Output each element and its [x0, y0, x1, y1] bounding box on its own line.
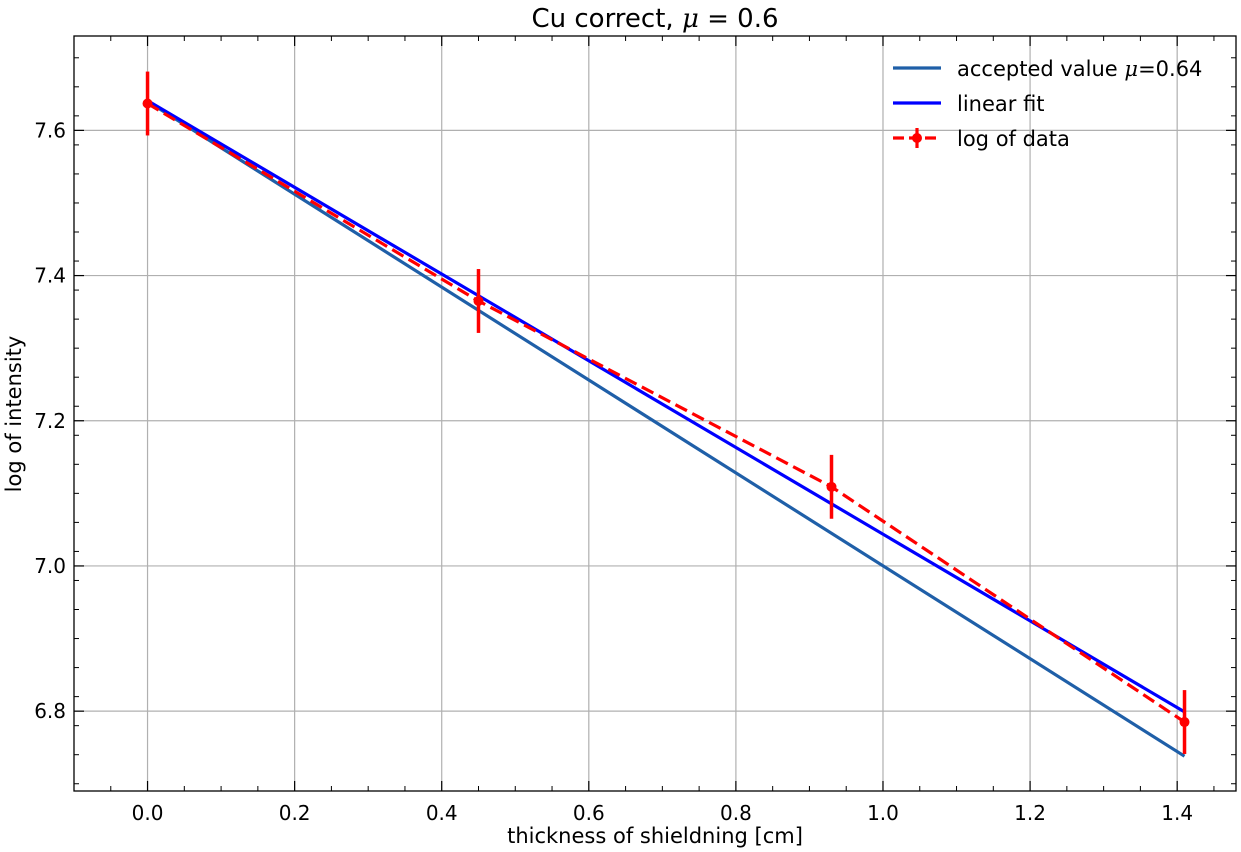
y-tick-label: 7.6	[34, 118, 66, 142]
x-tick-label: 1.0	[867, 801, 899, 825]
chart-title: Cu correct, μ = 0.6	[531, 4, 778, 34]
axis-ticks	[74, 36, 1236, 791]
grid-lines	[74, 36, 1236, 791]
y-tick-label: 7.4	[34, 264, 66, 288]
legend-entry-log-of-data: log of data	[893, 127, 1070, 151]
data-point	[826, 481, 837, 492]
x-tick-label: 0.8	[720, 801, 752, 825]
y-tick-label: 6.8	[34, 699, 66, 723]
title-suffix: = 0.6	[699, 4, 779, 34]
y-axis-label: log of intensity	[2, 336, 26, 493]
legend-entry-linear-fit: linear fit	[893, 92, 1045, 116]
log-of-data-line	[146, 102, 1186, 724]
data-point	[142, 98, 153, 109]
legend-label-accepted-value-number: =0.64	[1138, 57, 1202, 81]
x-axis-label: thickness of shieldning [cm]	[507, 824, 803, 848]
legend-label-accepted-value-text: accepted value	[957, 57, 1124, 81]
series-layer	[142, 71, 1190, 758]
data-point	[1179, 717, 1190, 728]
y-tick-label: 7.2	[34, 409, 66, 433]
x-tick-label: 0.0	[132, 801, 164, 825]
title-mu-symbol: μ	[682, 4, 699, 34]
legend-label-accepted-value: accepted value μ=0.64	[957, 57, 1202, 81]
x-tick-label: 1.4	[1161, 801, 1193, 825]
data-point	[473, 295, 484, 306]
legend-label-log-of-data: log of data	[957, 127, 1070, 151]
legend-marker-log-of-data	[912, 133, 922, 143]
legend-mu-symbol: μ	[1124, 57, 1138, 81]
x-tick-label: 1.2	[1014, 801, 1046, 825]
x-tick-label: 0.6	[573, 801, 605, 825]
linear-fit-line	[146, 99, 1186, 714]
tick-labels: 0.0 0.2 0.4 0.6 0.8 1.0 1.2 1.4 6.8 7.0 7.2 7.4 7.6	[34, 118, 1193, 825]
legend-entry-accepted-value: accepted value μ=0.64	[893, 57, 1202, 81]
x-tick-label: 0.4	[426, 801, 458, 825]
accepted-value-line	[146, 99, 1186, 758]
x-tick-label: 0.2	[279, 801, 311, 825]
title-prefix: Cu correct,	[531, 4, 681, 34]
legend-label-linear-fit: linear fit	[957, 92, 1045, 116]
y-tick-label: 7.0	[34, 554, 66, 578]
plot-frame	[73, 35, 1237, 792]
legend: accepted value μ=0.64 linear fit log of …	[893, 57, 1202, 151]
